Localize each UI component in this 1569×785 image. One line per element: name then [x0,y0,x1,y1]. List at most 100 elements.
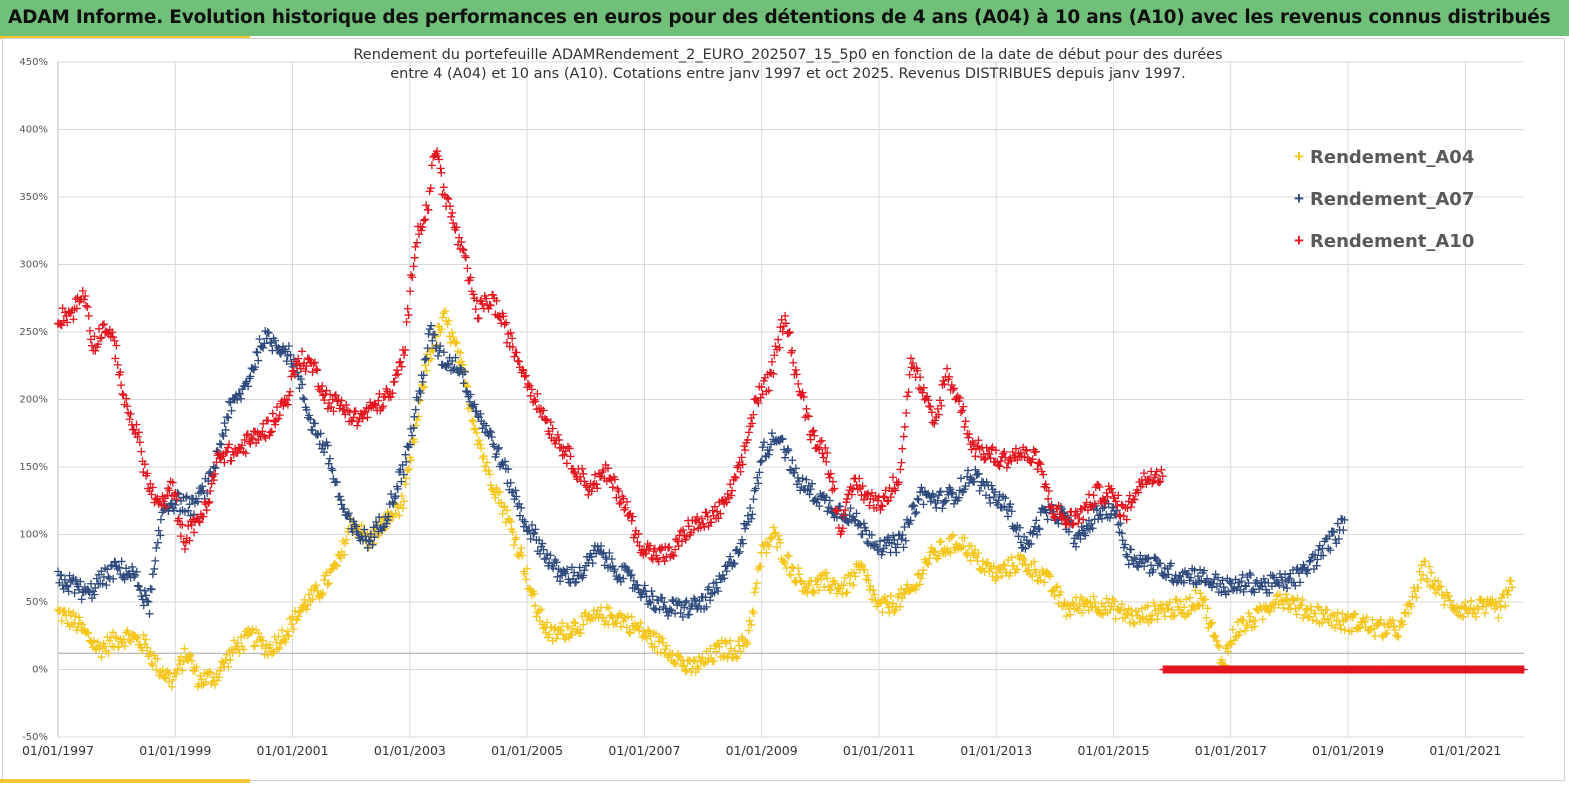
a07-point [274,343,283,352]
a04-point [995,566,1004,575]
a04-point [1434,577,1443,586]
a10-point [1115,510,1124,519]
a07-point [156,531,165,540]
a07-point [954,493,963,502]
a07-point [668,596,677,605]
a10-point [309,359,318,368]
a04-point [444,316,453,325]
a07-point [70,588,79,597]
a10-point [627,516,636,525]
a10-point [206,486,215,495]
legend-label-a04: Rendement_A04 [1310,146,1475,168]
a04-point [1240,626,1249,635]
a07-point [253,348,262,357]
a10-point [444,195,453,204]
a07-point [117,557,126,566]
a10-point [178,520,187,529]
a07-point [407,431,416,440]
a10-point [646,541,655,550]
a07-point [690,596,699,605]
a04-point [993,573,1002,582]
a10-point [1142,480,1151,489]
a04-point [532,612,541,621]
a10-point [769,369,778,378]
a04-point [192,663,201,672]
a10-point [424,206,433,215]
a10-point [81,301,90,310]
a07-point [382,519,391,528]
a04-point [726,636,735,645]
a07-point [489,440,498,449]
legend-marker-a04: + [1294,147,1304,166]
a07-point [900,523,909,532]
a07-point [1032,516,1041,525]
a10-point [400,351,409,360]
a10-point [873,496,882,505]
a04-point [715,642,724,651]
a07-point [459,379,468,388]
a07-point [153,538,162,547]
a10-point [615,499,624,508]
a04-point [784,552,793,561]
a04-point [1150,601,1159,610]
a04-point [1066,610,1075,619]
a04-point [1110,597,1119,606]
a04-point [294,612,303,621]
a07-point [120,575,129,584]
a07-point [90,590,99,599]
a10-point [930,416,939,425]
a07-point [806,485,815,494]
a10-point [788,346,797,355]
a07-point [406,440,415,449]
a07-point [1224,587,1233,596]
a07-point [62,581,71,590]
a07-point [255,335,264,344]
a04-point [1122,609,1131,618]
a10-point [452,223,461,232]
a10-point [877,501,886,510]
a10-point [185,536,194,545]
a10-point [421,215,430,224]
a07-point [147,585,156,594]
a10-point [111,354,120,363]
a04-point [1270,603,1279,612]
a07-point [487,433,496,442]
a10-point [79,295,88,304]
a07-point [1312,561,1321,570]
a10-point [1156,477,1165,486]
a04-point [1297,601,1306,610]
a07-point [735,547,744,556]
a10-point [664,543,673,552]
a07-point [515,511,524,520]
a04-point [602,603,611,612]
a04-point [733,654,742,663]
a07-point [695,597,704,606]
a04-point [173,664,182,673]
a10-point [1069,519,1078,528]
a10-point [96,334,105,343]
a10-point [488,291,497,300]
a10-point [98,321,107,330]
a04-point [226,655,235,664]
a04-point [201,678,210,687]
a04-point [1404,609,1413,618]
a07-point [328,466,337,475]
a04-point [1185,593,1194,602]
a07-point [607,554,616,563]
a10-point [754,399,763,408]
a10-point [599,466,608,475]
a04-point [91,645,100,654]
a07-point [561,569,570,578]
a07-point [286,350,295,359]
a07-point [1164,570,1173,579]
chart-frame [2,38,1565,781]
a07-point [134,582,143,591]
a10-point [949,386,958,395]
a07-point [754,479,763,488]
a10-point [377,404,386,413]
a04-point [437,325,446,334]
a04-point [1250,622,1259,631]
a04-point [706,644,715,653]
a10-point [940,380,949,389]
a07-point [734,549,743,558]
